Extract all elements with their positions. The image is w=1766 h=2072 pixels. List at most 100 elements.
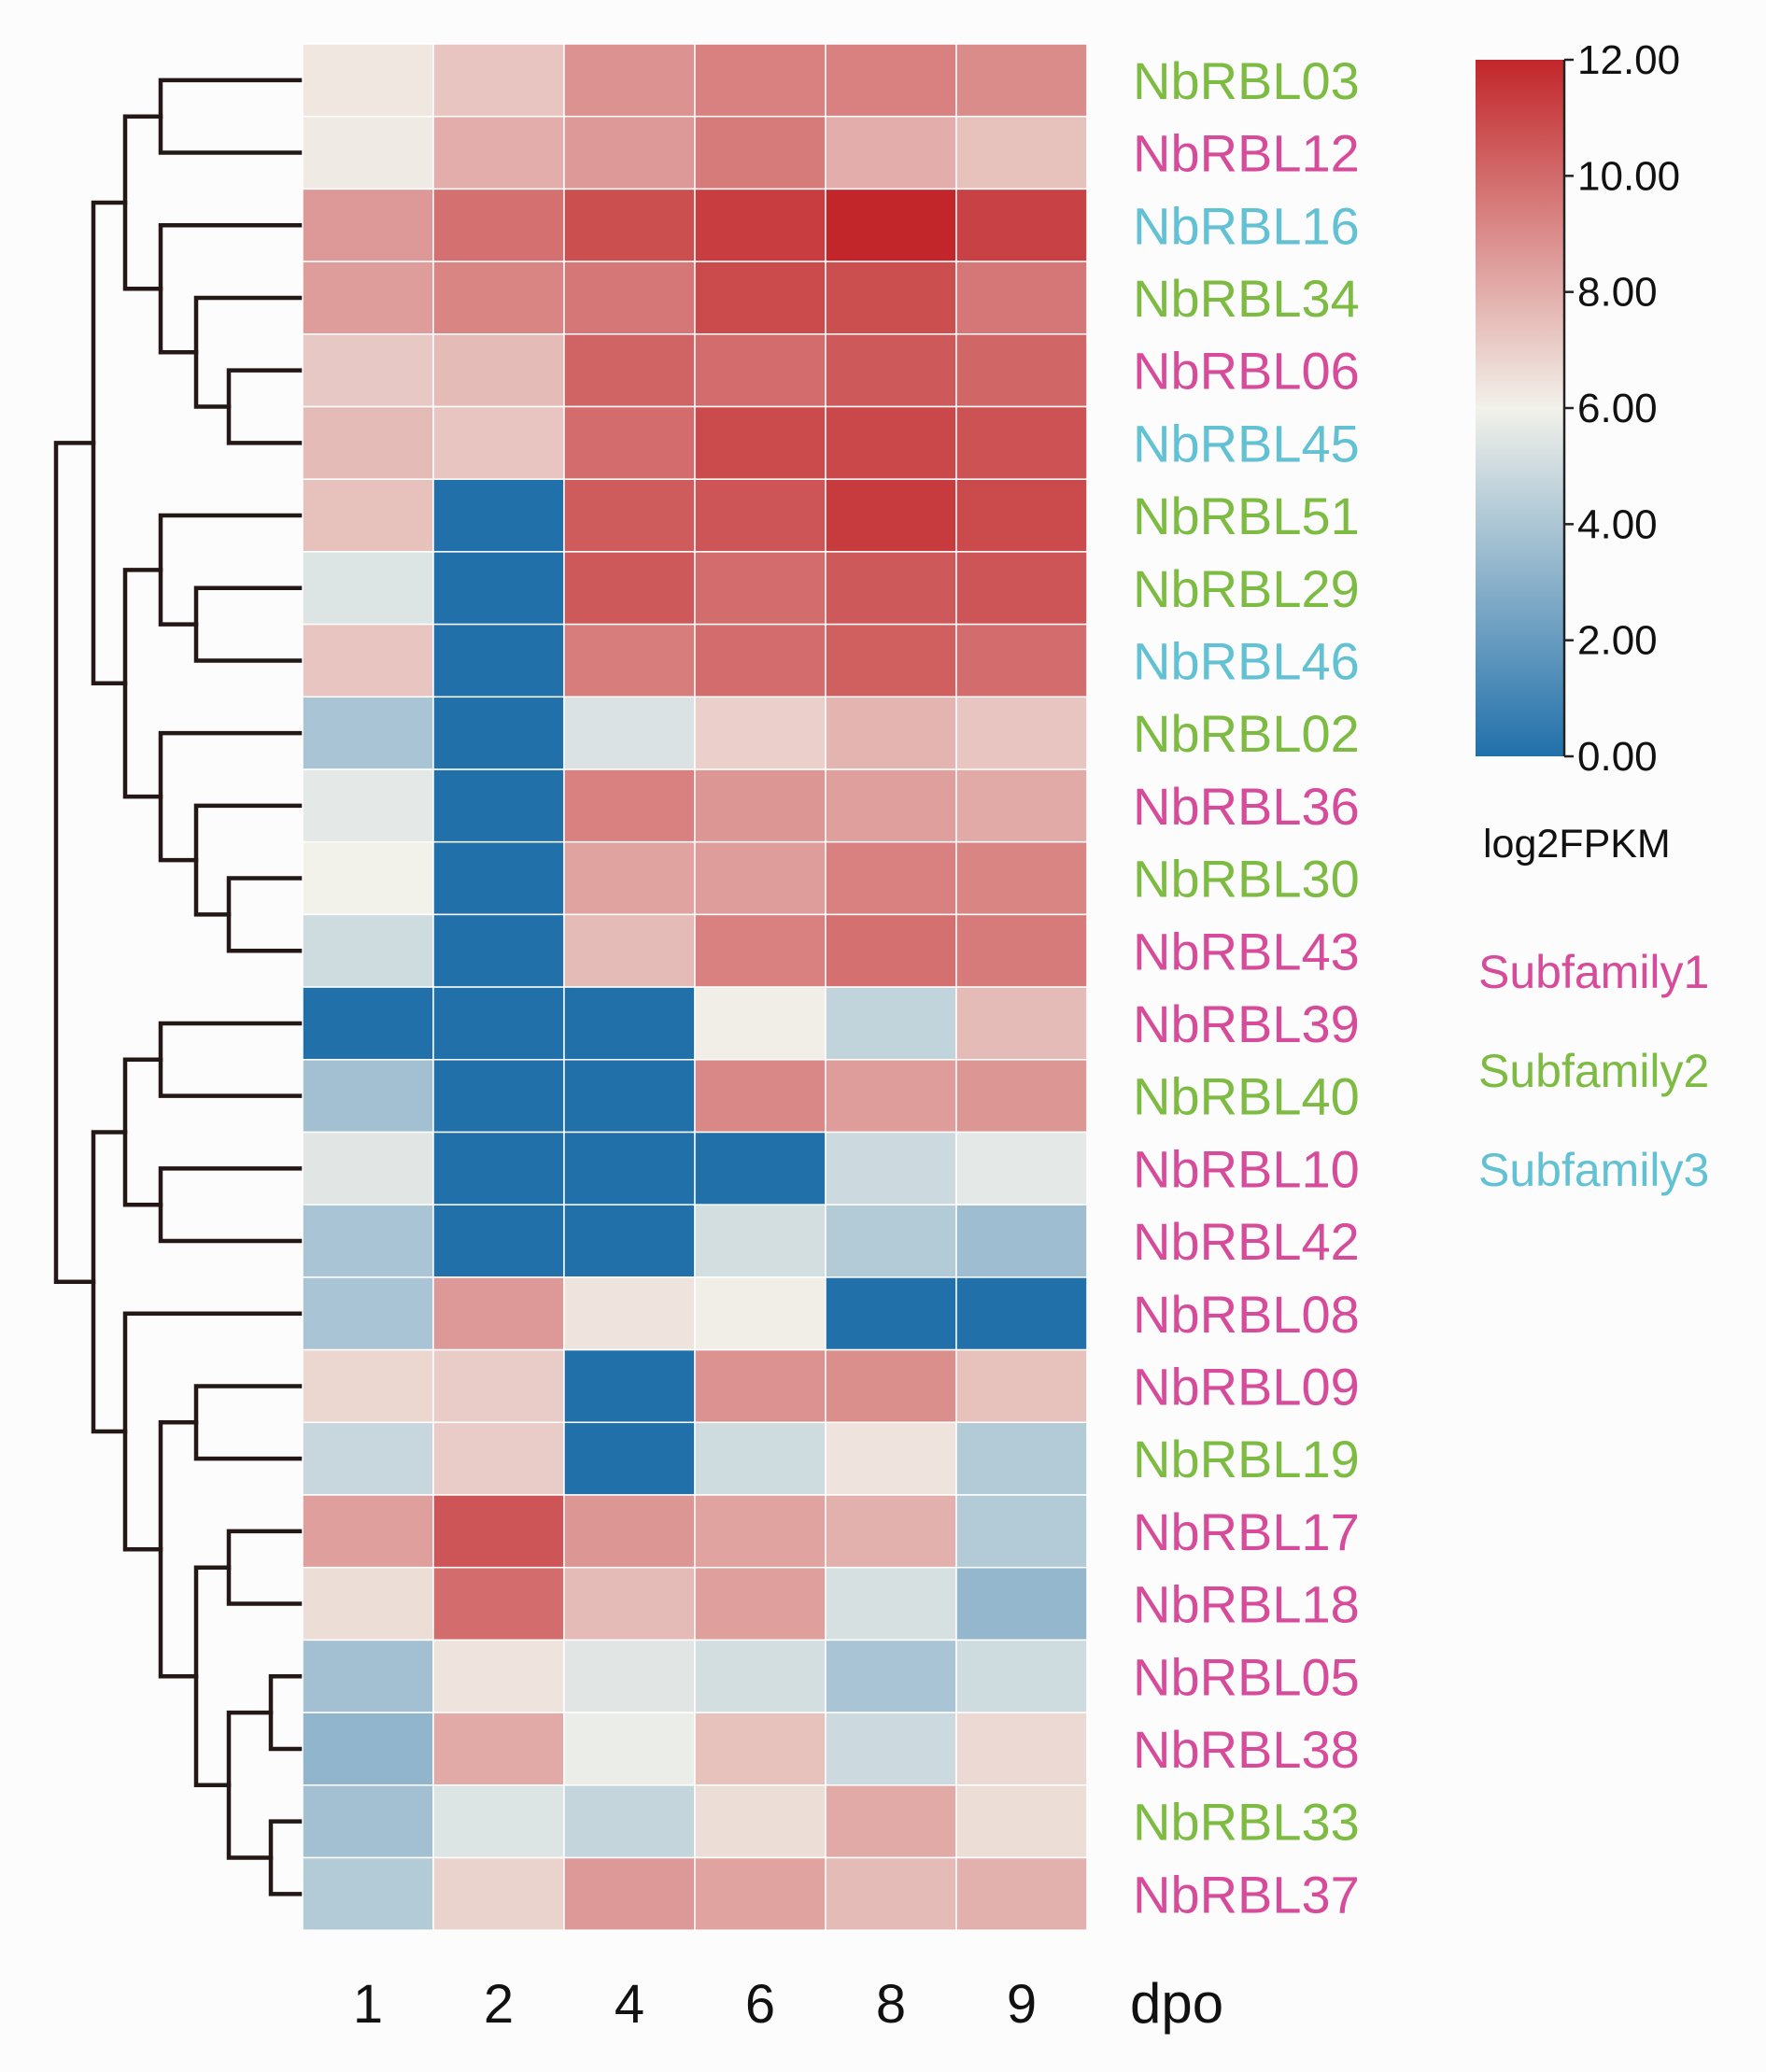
heatmap-cell bbox=[302, 623, 434, 698]
dendrogram-branch bbox=[122, 568, 163, 799]
colorbar-tick-label: 12.00 bbox=[1577, 37, 1680, 83]
heatmap-cell bbox=[825, 1566, 957, 1642]
heatmap-cell bbox=[563, 405, 696, 480]
heatmap-cell bbox=[825, 551, 957, 626]
heatmap-cell bbox=[302, 1566, 434, 1642]
heatmap-cell bbox=[694, 913, 826, 988]
heatmap-cell bbox=[825, 1131, 957, 1205]
dendrogram-branch bbox=[158, 1166, 305, 1244]
heatmap-cell bbox=[563, 986, 696, 1061]
heatmap-cell bbox=[825, 261, 957, 335]
heatmap-cell bbox=[563, 115, 696, 190]
heatmap-cell bbox=[432, 1276, 565, 1351]
dendrogram-branch bbox=[158, 513, 305, 627]
row-label: NbRBL10 bbox=[1133, 1139, 1360, 1198]
heatmap-cell bbox=[302, 768, 434, 843]
heatmap-cell bbox=[302, 986, 434, 1061]
heatmap-cell bbox=[432, 333, 565, 408]
heatmap-cell bbox=[302, 1131, 434, 1205]
heatmap-cell bbox=[825, 840, 957, 916]
heatmap-cell bbox=[825, 115, 957, 190]
colorbar-label: log2FPKM bbox=[1483, 822, 1671, 867]
row-label: NbRBL33 bbox=[1133, 1793, 1360, 1852]
heatmap-cell bbox=[825, 1276, 957, 1351]
heatmap-cell bbox=[694, 1566, 826, 1642]
heatmap-cell bbox=[825, 1494, 957, 1569]
heatmap-cell bbox=[563, 1566, 696, 1642]
heatmap-cell bbox=[563, 1348, 696, 1424]
heatmap-cell bbox=[302, 115, 434, 190]
dendrogram-branch bbox=[193, 1384, 305, 1461]
row-label: NbRBL36 bbox=[1133, 777, 1360, 836]
heatmap-cell bbox=[432, 986, 565, 1061]
heatmap-cell bbox=[955, 1276, 1088, 1351]
dendrogram-branch bbox=[158, 78, 305, 155]
colorbar-tick-label: 10.00 bbox=[1577, 153, 1680, 199]
heatmap-cell bbox=[302, 188, 434, 262]
dendrogram-branch bbox=[91, 200, 128, 685]
x-tick-label: 4 bbox=[615, 1974, 644, 2035]
x-tick-label: 1 bbox=[353, 1974, 383, 2035]
heatmap-cell bbox=[955, 1784, 1088, 1859]
heatmap-cell bbox=[694, 1639, 826, 1713]
heatmap-cell bbox=[955, 1204, 1088, 1278]
heatmap-cell bbox=[825, 1421, 957, 1496]
heatmap-cell bbox=[694, 1494, 826, 1569]
heatmap-cell bbox=[825, 478, 957, 553]
heatmap-cell bbox=[955, 333, 1088, 408]
x-tick-label: 2 bbox=[484, 1974, 514, 2035]
heatmap-cell bbox=[694, 1421, 826, 1496]
heatmap-cell bbox=[825, 333, 957, 408]
heatmap-cell bbox=[955, 551, 1088, 626]
heatmap-cell bbox=[563, 1494, 696, 1569]
heatmap-cell bbox=[432, 1348, 565, 1424]
colorbar-tick-label: 2.00 bbox=[1577, 618, 1658, 664]
dendrogram-branch bbox=[158, 1420, 199, 1679]
heatmap-cell bbox=[563, 623, 696, 698]
heatmap-cell bbox=[825, 768, 957, 843]
heatmap-cell bbox=[432, 696, 565, 770]
heatmap-cell bbox=[302, 840, 434, 916]
heatmap-cell bbox=[955, 1421, 1088, 1496]
heatmap-cell bbox=[563, 1421, 696, 1496]
subfamily-legend: Subfamily1 Subfamily2 Subfamily3 bbox=[1478, 946, 1709, 1196]
heatmap-cell bbox=[694, 768, 826, 843]
legend-entry: Subfamily3 bbox=[1478, 1144, 1709, 1196]
row-label: NbRBL12 bbox=[1133, 124, 1360, 183]
heatmap-cell bbox=[563, 43, 696, 118]
dendrogram-branch bbox=[193, 1565, 232, 1788]
heatmap-cell bbox=[302, 1204, 434, 1278]
heatmap-cell bbox=[825, 986, 957, 1061]
row-label: NbRBL06 bbox=[1133, 342, 1360, 401]
heatmap-cell bbox=[432, 768, 565, 843]
colorbar-tick-label: 6.00 bbox=[1577, 386, 1658, 431]
dendrogram-branch bbox=[91, 1130, 128, 1434]
row-label: NbRBL16 bbox=[1133, 196, 1360, 255]
heatmap-cell bbox=[302, 913, 434, 988]
dendrogram-branch bbox=[193, 295, 305, 409]
heatmap-cell bbox=[955, 1059, 1088, 1134]
heatmap-cell bbox=[825, 1204, 957, 1278]
row-label: NbRBL45 bbox=[1133, 414, 1360, 472]
row-label: NbRBL34 bbox=[1133, 269, 1360, 328]
heatmap-cell bbox=[825, 1639, 957, 1713]
heatmap-cell bbox=[563, 768, 696, 843]
heatmap-cell bbox=[432, 115, 565, 190]
heatmap-cell bbox=[563, 1059, 696, 1134]
heatmap-cell bbox=[694, 333, 826, 408]
row-label: NbRBL19 bbox=[1133, 1430, 1360, 1488]
heatmap-cell bbox=[563, 1784, 696, 1859]
heatmap-cell bbox=[432, 1204, 565, 1278]
heatmap-cell bbox=[825, 913, 957, 988]
dendrogram-branch bbox=[158, 1021, 305, 1098]
heatmap-cell bbox=[563, 478, 696, 553]
heatmap-cell bbox=[302, 333, 434, 408]
heatmap-cell bbox=[825, 1712, 957, 1786]
heatmap-cell bbox=[432, 551, 565, 626]
heatmap-cell bbox=[302, 261, 434, 335]
heatmap-cell bbox=[563, 333, 696, 408]
heatmap-cell bbox=[694, 405, 826, 480]
heatmap-cell bbox=[694, 840, 826, 916]
heatmap-cell bbox=[694, 1784, 826, 1859]
